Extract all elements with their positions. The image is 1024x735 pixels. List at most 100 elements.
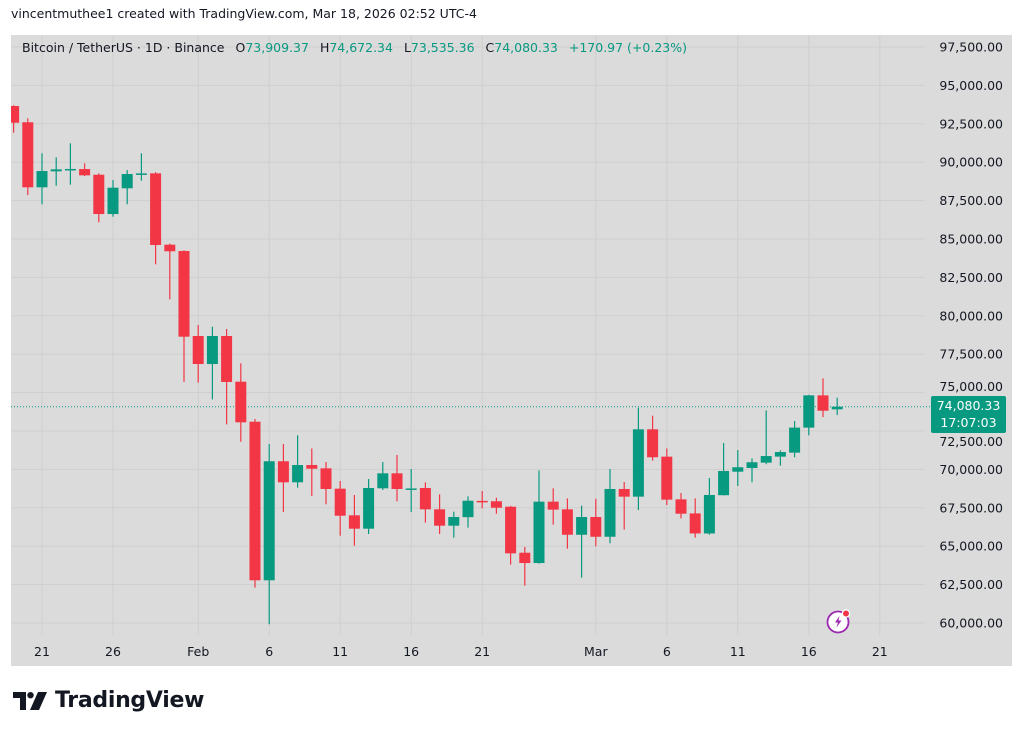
candle[interactable] (391, 455, 403, 502)
candle-body (292, 465, 304, 483)
candle-body (263, 461, 275, 581)
candle[interactable] (774, 450, 786, 466)
change-value: +170.97 (+0.23%) (568, 40, 687, 55)
candle[interactable] (36, 153, 48, 205)
tradingview-logo[interactable]: TradingView (13, 688, 204, 713)
candle-body (618, 488, 630, 497)
symbol-legend: Bitcoin / TetherUS · 1D · Binance O73,90… (22, 40, 687, 55)
candle[interactable] (732, 450, 744, 486)
candle-body (405, 488, 417, 490)
candle[interactable] (93, 173, 105, 223)
candle[interactable] (8, 105, 20, 133)
candle[interactable] (760, 410, 772, 465)
candle[interactable] (561, 498, 573, 549)
candle[interactable] (135, 153, 147, 181)
candle[interactable] (576, 505, 588, 578)
candle[interactable] (746, 458, 758, 483)
candle-body (320, 468, 332, 489)
candle[interactable] (789, 421, 801, 458)
candle[interactable] (121, 170, 133, 205)
high-label: H (319, 40, 330, 55)
candle[interactable] (348, 494, 360, 546)
candle[interactable] (703, 478, 715, 535)
candle[interactable] (547, 488, 559, 525)
price-tick-label: 65,000.00 (939, 539, 1003, 554)
candle-body (533, 501, 545, 564)
lightning-alert-icon[interactable] (826, 608, 852, 634)
candle[interactable] (235, 363, 247, 442)
candle[interactable] (817, 378, 829, 418)
chart-area[interactable] (11, 35, 1012, 666)
candle[interactable] (647, 415, 659, 461)
candle[interactable] (632, 407, 644, 511)
candle[interactable] (334, 480, 346, 536)
candle-body (235, 381, 247, 423)
time-tick-label: 16 (801, 644, 817, 659)
candle[interactable] (107, 180, 119, 217)
time-tick-label: 6 (663, 644, 671, 659)
last-price-tag: 74,080.33 17:07:03 (931, 396, 1006, 433)
candle[interactable] (419, 482, 431, 523)
candle[interactable] (192, 325, 204, 383)
bar-countdown: 17:07:03 (940, 415, 997, 430)
candle-body (434, 509, 446, 526)
price-tick-label: 97,500.00 (939, 40, 1003, 55)
candle[interactable] (533, 470, 545, 564)
candle[interactable] (448, 511, 460, 538)
price-tick-label: 62,500.00 (939, 577, 1003, 592)
candle[interactable] (377, 462, 389, 490)
price-tick-label: 75,000.00 (939, 379, 1003, 394)
candle[interactable] (490, 497, 502, 514)
candle-body (36, 171, 48, 188)
candle[interactable] (831, 397, 843, 416)
candle[interactable] (689, 498, 701, 538)
candle-body (689, 513, 701, 534)
candle-body (448, 517, 460, 526)
candle[interactable] (50, 157, 62, 186)
candle[interactable] (306, 448, 318, 496)
candle[interactable] (320, 462, 332, 505)
candle[interactable] (178, 250, 190, 383)
candle[interactable] (462, 496, 474, 528)
candle[interactable] (476, 490, 488, 509)
price-tick-label: 90,000.00 (939, 155, 1003, 170)
candle[interactable] (363, 479, 375, 534)
candle[interactable] (618, 481, 630, 530)
candle[interactable] (206, 326, 218, 400)
candle-body (135, 173, 147, 175)
price-tick-label: 85,000.00 (939, 232, 1003, 247)
candle[interactable] (519, 546, 531, 586)
open-label: O (235, 40, 246, 55)
candle[interactable] (221, 329, 233, 425)
candle-body (817, 395, 829, 411)
candle[interactable] (249, 419, 261, 588)
candle[interactable] (604, 469, 616, 544)
candle[interactable] (263, 444, 275, 625)
candle[interactable] (79, 163, 91, 177)
candle-body (64, 168, 76, 171)
candle[interactable] (292, 435, 304, 488)
candle[interactable] (22, 118, 34, 196)
candle[interactable] (64, 143, 76, 185)
candle[interactable] (590, 498, 602, 547)
candle[interactable] (405, 469, 417, 513)
price-tick-label: 80,000.00 (939, 308, 1003, 323)
candle-body (476, 500, 488, 503)
price-tick-label: 70,000.00 (939, 462, 1003, 477)
price-tick-label: 72,500.00 (939, 434, 1003, 449)
candle-body (391, 473, 403, 489)
candle[interactable] (718, 443, 730, 496)
time-tick-label: 21 (34, 644, 50, 659)
candle[interactable] (661, 448, 673, 506)
candle[interactable] (164, 243, 176, 300)
candle[interactable] (150, 172, 162, 265)
candle-body (789, 427, 801, 453)
candle[interactable] (434, 494, 446, 534)
time-tick-label: Feb (187, 644, 209, 659)
low-label: L (403, 40, 411, 55)
candle[interactable] (505, 505, 517, 565)
candle-body (150, 173, 162, 245)
candle[interactable] (277, 444, 289, 513)
candle[interactable] (675, 492, 687, 519)
candle[interactable] (803, 394, 815, 436)
